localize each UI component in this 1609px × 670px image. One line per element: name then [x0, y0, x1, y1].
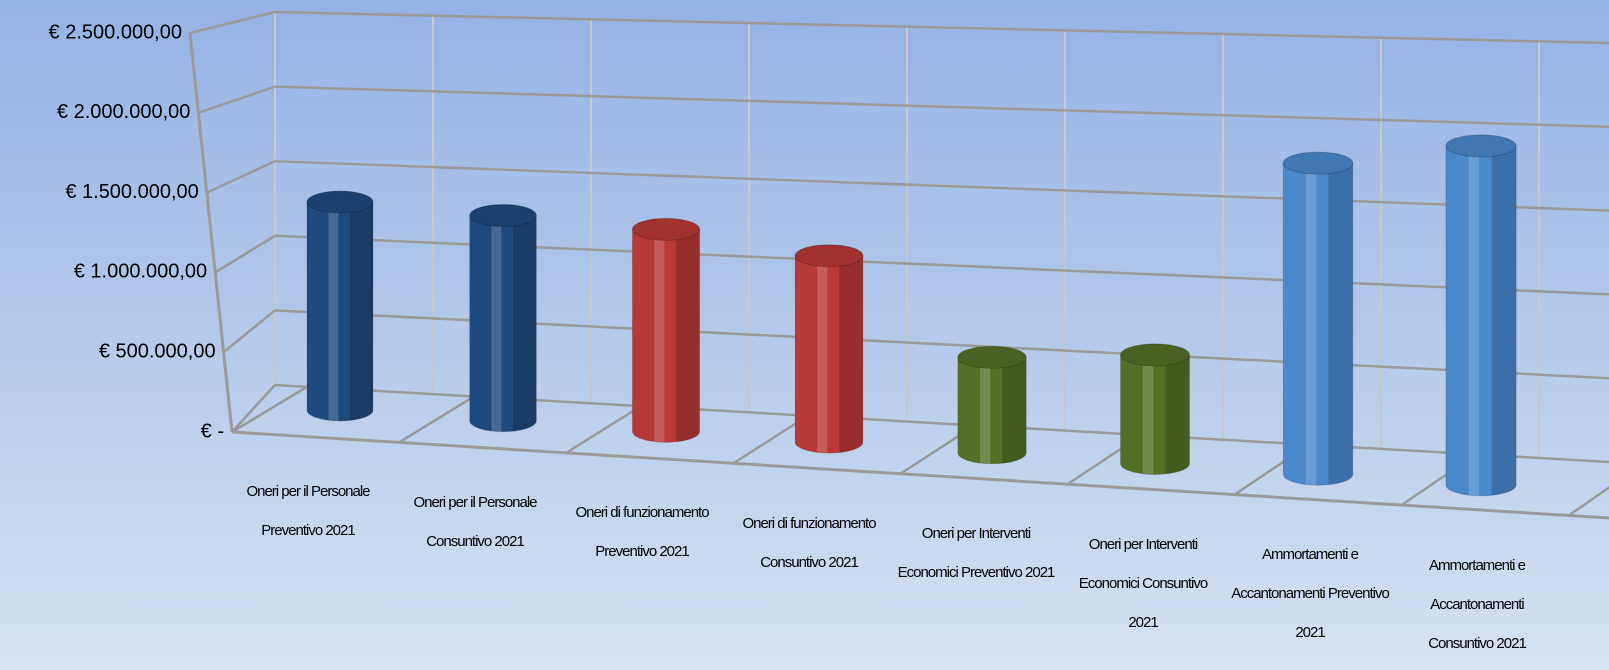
bar-top: [794, 244, 864, 268]
bar-top-shade: [957, 346, 1027, 369]
x-tick-label: Oneri per Interventi Economici Preventiv…: [897, 525, 1056, 581]
bar-top: [306, 190, 374, 214]
grid-line: [274, 85, 1609, 129]
x-tick-label: Oneri di funzionamento Preventivo 2021: [575, 504, 709, 560]
bar-shade: [676, 229, 700, 442]
grid-side: [206, 160, 276, 194]
grid-side: [189, 10, 276, 35]
floor-line: [231, 383, 311, 434]
bar: [469, 214, 537, 433]
bar: [306, 201, 374, 422]
x-tick-label: Oneri per il Personale Consuntivo 2021: [413, 493, 537, 550]
bar-top-shade: [1120, 343, 1190, 366]
grid-line: [274, 159, 1609, 212]
y-tick-label: € 1.500.000,00: [65, 181, 198, 203]
x-tick-label: Oneri di funzionamento Consuntivo 2021: [742, 514, 876, 571]
grid-side: [214, 234, 276, 274]
grid-side: [222, 309, 276, 354]
x-tick-label: Ammortamenti e Accantonamenti Preventivo…: [1231, 546, 1390, 641]
bar-top-shade: [1283, 152, 1353, 175]
bar-light: [1468, 145, 1480, 496]
bar-light: [980, 357, 991, 464]
bar-shade: [1002, 357, 1027, 464]
floor-front: [231, 430, 1609, 520]
bar-light: [654, 229, 665, 443]
bar-top: [469, 203, 537, 227]
bar-shade: [1165, 354, 1190, 474]
bar-shade: [349, 202, 373, 421]
bar: [1282, 162, 1354, 486]
floor-line: [398, 393, 478, 444]
y-tick-label: € 500.000,00: [99, 340, 216, 362]
bar-top-shade: [307, 191, 373, 213]
bar-shade: [1328, 163, 1353, 485]
bar-shade: [1491, 145, 1517, 496]
bar-light: [491, 215, 502, 432]
bar-light: [328, 202, 339, 421]
bar-top-shade: [1445, 134, 1517, 157]
grid-line: [274, 10, 1609, 45]
bar-light: [1142, 354, 1154, 475]
floor-line: [565, 403, 645, 455]
bar-light: [1305, 163, 1317, 486]
y-axis: [188, 32, 234, 433]
bar-top: [1445, 134, 1517, 158]
x-tick-label: Ammortamenti e Accantonamenti Consuntivo…: [1428, 556, 1527, 652]
bar-top-shade: [632, 218, 700, 241]
bar-top: [1282, 151, 1354, 175]
bar-top-shade: [469, 204, 537, 227]
bar-shade: [839, 255, 863, 453]
grid-side: [197, 85, 276, 114]
floor-line: [1567, 485, 1609, 518]
bar: [1445, 145, 1517, 497]
bar: [957, 356, 1027, 465]
bar: [1120, 354, 1190, 475]
x-tick-label: Oneri per il Personale Preventivo 2021: [246, 483, 370, 539]
bar-top: [631, 217, 701, 241]
y-tick-label: € -: [201, 420, 224, 442]
grid-side: [231, 384, 276, 433]
x-tick-label: Oneri per Interventi Economici Consuntiv…: [1078, 535, 1208, 631]
bar: [631, 228, 701, 443]
y-tick-label: € 2.000.000,00: [57, 101, 190, 123]
bar-light: [817, 255, 828, 454]
bar-shade: [512, 215, 537, 432]
bar-top: [957, 345, 1027, 369]
bar: [794, 255, 864, 454]
bar-top: [1120, 343, 1190, 367]
y-tick-label: € 2.500.000,00: [49, 21, 182, 43]
y-tick-label: € 1.000.000,00: [74, 261, 207, 283]
bar-top-shade: [795, 244, 863, 267]
